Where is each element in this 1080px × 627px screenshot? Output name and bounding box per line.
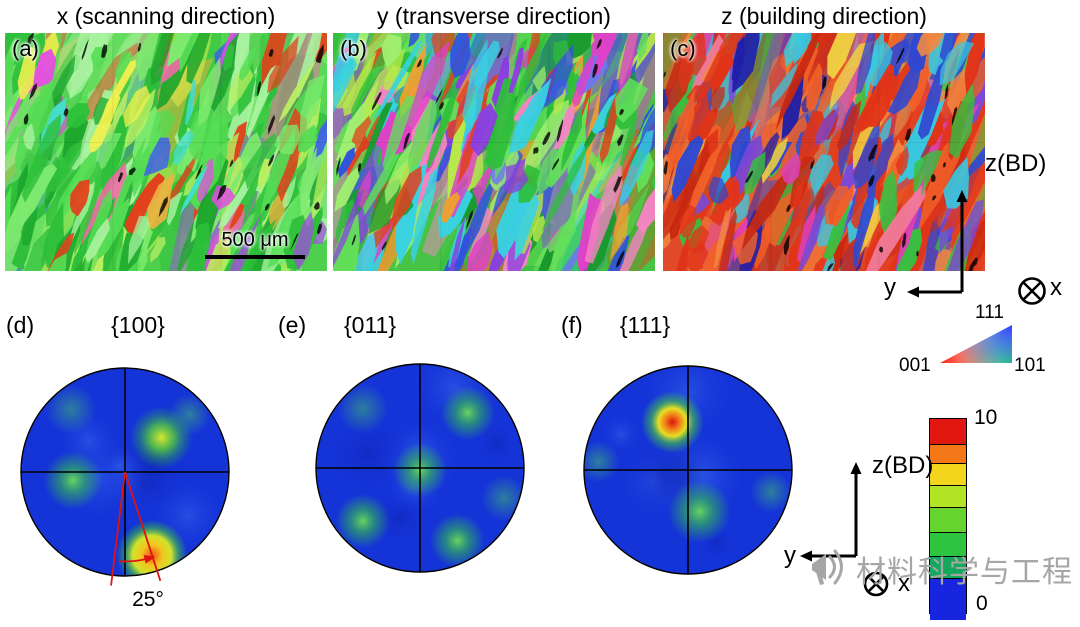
ipf-triangle [940,325,1012,363]
axes-top-icon [907,190,1046,305]
column-title-x: x (scanning direction) [56,3,276,29]
colorbar [929,418,967,620]
panel-label-e: (e) [278,312,307,338]
colorbar-segment [930,462,966,485]
pole-figure-111 [583,365,793,575]
megaphone-icon [812,549,843,585]
watermark: 材料科学与工程 [806,546,1073,592]
scale-bar-line [205,255,305,259]
panel-label-b: (b) [340,36,367,61]
scale-bar: 500 μm [195,229,315,259]
colorbar-segment [930,531,966,556]
colorbar-segment [930,485,966,508]
axis-label-zbd-top: z(BD) [985,150,1047,177]
angle-annotation-label: 25° [132,588,164,611]
pole-figure-title-100: {100} [111,312,165,338]
ebsd-map-x-image [5,33,327,271]
colorbar-min-label: 0 [976,592,988,615]
axis-label-x-bottom: x [898,570,910,597]
axis-label-zbd-bottom: z(BD) [872,452,934,479]
column-title-z: z (building direction) [721,3,927,29]
axis-label-x-top: x [1050,274,1062,301]
scale-bar-label: 500 μm [221,229,289,251]
ipf-label-001: 001 [899,355,931,376]
ebsd-map-z: (c) [663,33,985,271]
pole-figure-011 [315,363,525,573]
axes-bottom-icon [800,462,889,597]
colorbar-segment [930,444,966,463]
panel-label-f: (f) [561,312,583,338]
colorbar-segment [930,578,966,620]
panel-label-c: (c) [670,36,696,61]
pole-figure-title-011: {011} [343,312,397,338]
pole-figure-100 [20,367,230,586]
panel-label-d: (d) [6,312,35,338]
colorbar-segment [930,419,966,445]
axis-label-y-top: y [884,274,896,301]
colorbar-segment [930,555,966,579]
colorbar-max-label: 10 [974,406,998,429]
ipf-label-111: 111 [975,302,1004,323]
colorbar-segment [930,507,966,532]
panel-label-a: (a) [12,36,39,61]
pole-figure-title-111: {111} [619,312,671,338]
ebsd-map-y: (b) [333,33,655,271]
axis-label-y-bottom: y [784,542,796,569]
ebsd-map-x: (a) 500 μm [5,33,327,271]
column-title-y: y (transverse direction) [377,3,611,29]
ebsd-map-y-image [333,33,655,271]
ipf-label-101: 101 [1014,355,1046,376]
watermark-text: 材料科学与工程 [856,556,1073,589]
ebsd-map-z-image [663,33,985,271]
